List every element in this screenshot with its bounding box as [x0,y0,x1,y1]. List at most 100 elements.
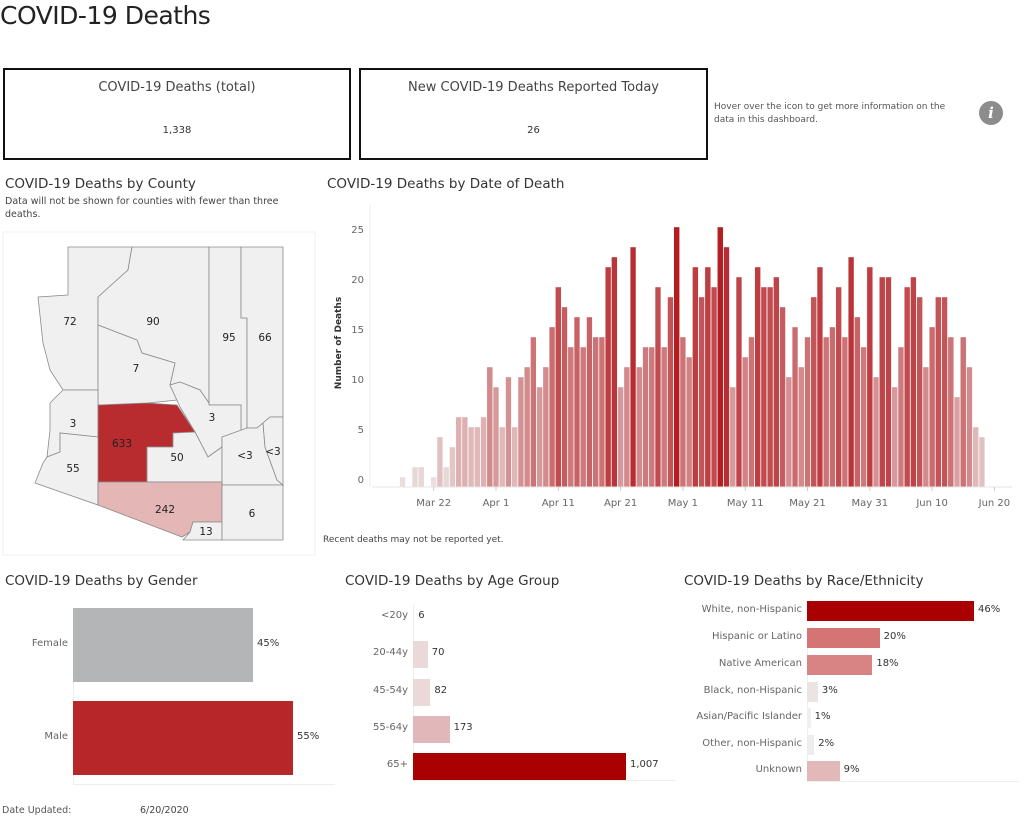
date-bar[interactable] [505,376,512,488]
date-bar[interactable] [492,386,500,488]
date-bar[interactable] [972,426,979,488]
bar[interactable] [807,708,811,728]
date-bar[interactable] [891,386,898,488]
date-bar[interactable] [474,426,481,488]
date-bar[interactable] [686,356,693,488]
date-bar[interactable] [879,276,886,488]
bar[interactable] [807,735,815,755]
date-bar[interactable] [860,346,867,488]
date-bar[interactable] [648,346,655,488]
date-bar[interactable] [486,366,493,488]
date-bar[interactable] [779,306,786,488]
bar[interactable] [413,715,450,743]
bar[interactable] [807,682,818,702]
date-bar[interactable] [592,336,599,488]
date-bar[interactable] [785,376,792,488]
bar[interactable] [73,608,253,682]
date-bar[interactable] [623,366,630,488]
bar[interactable] [807,601,974,621]
date-bar[interactable] [810,296,817,488]
date-bar[interactable] [411,466,419,488]
date-bar[interactable] [611,256,618,488]
date-bar[interactable] [530,336,537,488]
date-bar[interactable] [561,306,568,488]
date-bar[interactable] [872,376,880,488]
county-map[interactable]: 72 90 95 66 7 3 3 633 50 <3 <3 55 242 13 6 [0,228,320,560]
date-bar[interactable] [580,346,587,488]
date-bar[interactable] [804,336,811,488]
bar[interactable] [413,640,428,668]
date-bar[interactable] [673,226,680,488]
date-bar[interactable] [978,436,986,488]
date-bar[interactable] [916,296,923,488]
date-bar[interactable] [735,276,743,488]
date-bar[interactable] [667,296,674,488]
date-bar[interactable] [885,276,892,488]
date-bar[interactable] [798,366,805,488]
bar[interactable] [807,655,873,675]
date-bar[interactable] [511,426,518,488]
date-bar[interactable] [773,276,780,488]
date-bar[interactable] [636,366,643,488]
date-bar[interactable] [555,286,562,488]
date-bar[interactable] [542,366,549,488]
county-yuma[interactable] [34,432,99,506]
date-bar[interactable] [947,336,954,488]
date-bar[interactable] [480,416,487,488]
date-bar[interactable] [654,286,662,488]
date-bar[interactable] [922,366,929,488]
date-bar[interactable] [953,396,961,488]
date-bar[interactable] [742,356,749,488]
bar[interactable] [413,603,415,631]
date-bar[interactable] [823,336,830,488]
date-bar[interactable] [698,296,705,488]
date-bar[interactable] [617,386,624,488]
info-icon[interactable]: i [979,101,1003,125]
date-bar[interactable] [910,276,917,488]
date-bar[interactable] [841,336,848,488]
date-bar[interactable] [710,286,718,488]
date-bar[interactable] [449,446,456,488]
date-bar[interactable] [436,436,444,488]
date-bar[interactable] [642,346,649,488]
date-bar[interactable] [935,296,942,488]
date-bar[interactable] [754,266,761,488]
date-bar[interactable] [679,336,687,488]
date-bar[interactable] [573,316,581,488]
date-bar[interactable] [524,366,531,488]
date-bar[interactable] [629,246,637,488]
county-cochise[interactable] [221,484,284,541]
date-bar[interactable] [897,346,905,488]
date-bar[interactable] [605,266,612,488]
date-bar[interactable] [443,466,450,488]
date-bar[interactable] [729,386,736,488]
date-bar[interactable] [704,266,711,488]
date-bar[interactable] [455,416,462,488]
date-bar[interactable] [760,286,767,488]
bar[interactable] [73,701,293,775]
date-bar[interactable] [661,346,668,488]
date-bar[interactable] [767,286,774,488]
date-bar[interactable] [536,386,543,488]
date-bar[interactable] [941,296,948,488]
bar[interactable] [413,678,431,706]
date-bar[interactable] [904,286,911,488]
date-bar[interactable] [829,326,836,488]
date-bar[interactable] [866,266,873,488]
date-bar[interactable] [517,376,525,488]
date-bar[interactable] [418,466,425,488]
bar[interactable] [413,752,626,780]
date-bar[interactable] [548,326,556,488]
date-bar[interactable] [430,476,437,488]
date-bar[interactable] [399,476,406,488]
date-bar[interactable] [966,366,973,488]
date-bar[interactable] [461,416,468,488]
date-bar[interactable] [848,256,855,488]
date-bar[interactable] [598,336,606,488]
date-bar[interactable] [586,316,593,488]
date-bar[interactable] [960,336,967,488]
date-bar[interactable] [791,326,799,488]
date-bar[interactable] [723,246,730,488]
date-bar[interactable] [499,426,506,488]
date-bar[interactable] [748,336,755,488]
